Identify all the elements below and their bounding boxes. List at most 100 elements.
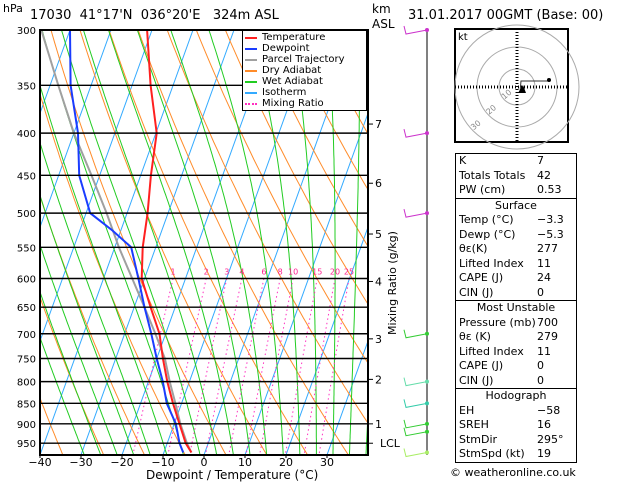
row-label: CAPE (J) [459, 359, 504, 372]
row-label: StmDir [459, 432, 498, 446]
legend-item: Wet Adiabat [245, 76, 366, 87]
wind-barb [403, 427, 428, 437]
table-row: θε(K) 277 [456, 242, 576, 257]
wind-barb [403, 399, 428, 408]
legend-label: Isotherm [262, 87, 307, 98]
legend: Temperature Dewpoint Parcel Trajectory Dry … [242, 30, 367, 111]
mixing-ratio-line [259, 278, 294, 455]
table-row: CIN (J) 0 [456, 374, 576, 389]
surface-table: Surface Temp (°C) −3.3 Dewp (°C) −5.3 θε(K) 27… [455, 198, 577, 301]
km-tick-label: 6 [375, 177, 382, 190]
row-value: 7 [537, 154, 544, 167]
wind-barb [403, 419, 428, 429]
row-label: Temp (°C) [459, 213, 514, 226]
mixing-ratio-line [167, 278, 207, 455]
dry-adiabat-line [108, 30, 309, 455]
km-unit: km [372, 2, 391, 16]
dry-adiabat-line [79, 30, 268, 455]
table-row: Lifted Index 11 [456, 345, 576, 360]
row-value: 295° [537, 432, 564, 446]
dry-adiabat-line [40, 92, 186, 455]
station-elev: 324m ASL [212, 8, 279, 23]
station-lat: 41°17'N [79, 8, 133, 23]
row-label: Lifted Index [459, 256, 524, 270]
wind-barb [403, 209, 428, 218]
pressure-tick-label: 900 [17, 420, 36, 431]
legend-item: Isotherm [245, 87, 366, 98]
dry-adiabat-line [166, 30, 368, 425]
isotherm-line [40, 30, 153, 343]
table-row: Dewp (°C) −5.3 [456, 228, 576, 243]
legend-item: Mixing Ratio [245, 98, 366, 109]
row-value: 0 [537, 285, 544, 299]
legend-swatch [245, 36, 257, 39]
row-value: 277 [537, 242, 558, 255]
legend-label: Mixing Ratio [262, 98, 324, 109]
legend-label: Temperature [262, 32, 326, 43]
most-unstable-table: Most Unstable Pressure (mb) 700 θε (K) 279 Li… [455, 301, 577, 389]
dewpoint-line [69, 30, 185, 453]
legend-label: Dry Adiabat [262, 65, 322, 76]
lcl-label: LCL [380, 437, 401, 450]
hodograph-end-point [547, 78, 551, 82]
legend-swatch [245, 47, 257, 50]
dry-adiabat-line [283, 30, 368, 191]
x-tick-label: 20 [279, 456, 293, 469]
mixing-ratio-label: 4 [239, 267, 244, 276]
copyright: © weatheronline.co.uk [450, 465, 576, 479]
pressure-unit: hPa [3, 2, 23, 15]
row-value: 42 [537, 168, 551, 182]
dry-adiabat-line [224, 30, 368, 306]
dry-adiabat-line [137, 30, 350, 455]
isotherm-line [285, 225, 368, 455]
table-row: Temp (°C) −3.3 [456, 213, 576, 228]
table-title: Hodograph [485, 389, 547, 402]
row-value: −5.3 [537, 227, 564, 241]
mixing-ratio-label: 25 [344, 267, 354, 276]
wind-barb [403, 448, 428, 458]
wind-barb [403, 25, 428, 35]
x-tick-label: −30 [69, 456, 92, 469]
hodograph-unit: kt [458, 32, 468, 43]
row-value: 279 [537, 330, 558, 343]
legend-item: Parcel Trajectory [245, 54, 366, 65]
temperature-line [140, 30, 193, 454]
mixing-ratio-label: 2 [204, 267, 209, 276]
mixing-ratio-line [303, 278, 336, 455]
table-row: StmSpd (kt) 19 [456, 447, 576, 462]
mixing-ratio-line [284, 278, 318, 455]
km-tick-label: 1 [375, 418, 382, 431]
x-tick-label: −20 [110, 456, 133, 469]
mixing-ratio-line [318, 278, 350, 455]
row-label: EH [459, 403, 475, 417]
x-axis-label: Dewpoint / Temperature (°C) [146, 468, 319, 482]
mixing-ratio-label: 8 [278, 267, 283, 276]
table-row: CAPE (J) 24 [456, 271, 576, 286]
row-value: 24 [537, 271, 551, 284]
mixing-ratio-label: 10 [288, 267, 298, 276]
dry-adiabat-line [195, 30, 368, 364]
row-value: 19 [537, 447, 551, 460]
dry-adiabat-line [603, 30, 625, 458]
station-id: 17030 [30, 8, 72, 23]
mixing-ratio-line [188, 278, 228, 455]
row-label: CIN (J) [459, 285, 494, 299]
row-value: 11 [537, 344, 551, 358]
mixing-ratio-label: 3 [224, 267, 229, 276]
row-label: Lifted Index [459, 344, 524, 358]
km-tick-label: 5 [375, 228, 382, 241]
legend-swatch [245, 69, 257, 72]
asl-unit: ASL [372, 17, 395, 31]
wind-barb [403, 377, 428, 387]
table-row: Lifted Index 11 [456, 257, 576, 272]
wind-barb [403, 129, 428, 138]
row-label: CIN (J) [459, 373, 494, 387]
pressure-tick-label: 700 [17, 330, 36, 341]
mixing-ratio-label: 6 [261, 267, 266, 276]
row-label: CAPE (J) [459, 271, 504, 284]
table-row: CAPE (J) 0 [456, 359, 576, 374]
datetime: 31.01.2017 00GMT (Base: 00) [408, 8, 604, 23]
x-tick-label: 10 [238, 456, 252, 469]
wind-barb [403, 329, 428, 339]
